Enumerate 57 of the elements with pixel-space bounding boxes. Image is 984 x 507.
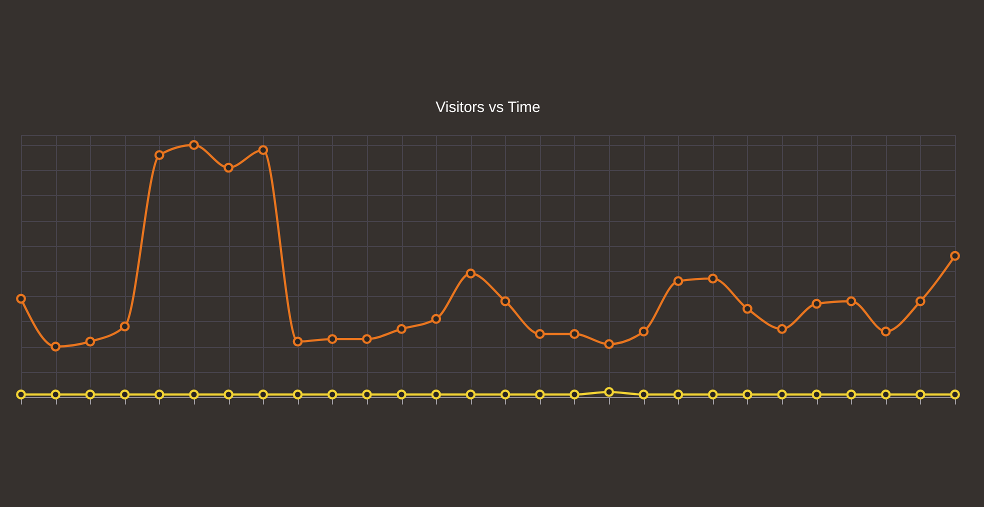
- point: [50, 342, 61, 352]
- point: [362, 390, 372, 400]
- point: [846, 390, 856, 400]
- point: [950, 250, 960, 261]
- point: [120, 390, 130, 400]
- point: [534, 390, 545, 400]
- point: [292, 336, 303, 347]
- point: [396, 390, 406, 400]
- point: [638, 326, 649, 336]
- point: [570, 329, 580, 339]
- point: [708, 390, 718, 400]
- point: [327, 390, 338, 400]
- point: [534, 329, 545, 339]
- point: [915, 390, 926, 400]
- point: [188, 140, 199, 150]
- point: [154, 390, 164, 400]
- point: [777, 390, 788, 400]
- point: [708, 274, 718, 284]
- point: [85, 390, 96, 400]
- point: [673, 276, 684, 286]
- point: [604, 386, 614, 397]
- point: [846, 296, 856, 306]
- point: [500, 390, 510, 400]
- point: [224, 162, 234, 173]
- point: [431, 314, 442, 324]
- point: [327, 334, 338, 344]
- point: [154, 150, 164, 160]
- point: [120, 321, 130, 332]
- point: [500, 296, 510, 306]
- point: [915, 296, 926, 306]
- point: [431, 390, 442, 400]
- point: [604, 339, 614, 350]
- point: [16, 294, 26, 304]
- point: [880, 326, 891, 336]
- point: [673, 390, 684, 400]
- point: [880, 390, 891, 400]
- point: [812, 390, 822, 400]
- point: [777, 324, 788, 334]
- point: [466, 268, 476, 278]
- point: [188, 390, 199, 400]
- point: [950, 390, 960, 400]
- point: [570, 390, 580, 400]
- point: [224, 390, 234, 400]
- chart-title: Visitors vs Time: [436, 99, 540, 116]
- point: [16, 390, 26, 400]
- point: [362, 334, 372, 344]
- point: [85, 336, 96, 347]
- point: [50, 390, 61, 400]
- point: [742, 390, 752, 400]
- point: [638, 390, 649, 400]
- point: [258, 145, 268, 156]
- point: [466, 390, 476, 400]
- point: [292, 390, 303, 400]
- point: [742, 304, 752, 314]
- point: [396, 324, 406, 334]
- point: [258, 390, 268, 400]
- point: [812, 298, 822, 309]
